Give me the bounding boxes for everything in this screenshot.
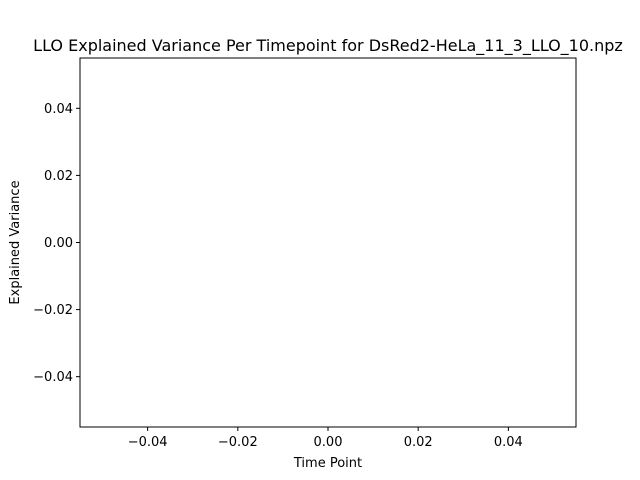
x-axis-ticks: −0.04 −0.02 0.00 0.02 0.04 xyxy=(128,427,523,450)
x-tick-label: −0.02 xyxy=(218,435,258,450)
x-tick-label: −0.04 xyxy=(128,435,168,450)
y-axis-label: Explained Variance xyxy=(8,180,23,304)
x-tick-label: 0.00 xyxy=(314,435,343,450)
y-tick-label: 0.00 xyxy=(44,236,73,251)
chart-title: LLO Explained Variance Per Timepoint for… xyxy=(33,36,623,56)
y-tick-label: 0.02 xyxy=(44,169,73,184)
x-axis-label: Time Point xyxy=(293,456,362,471)
y-axis-ticks: −0.04 −0.02 0.00 0.02 0.04 xyxy=(33,102,80,385)
plot-area xyxy=(79,57,577,428)
x-tick-label: 0.04 xyxy=(494,435,523,450)
y-tick-label: −0.04 xyxy=(33,370,73,385)
y-tick-label: 0.04 xyxy=(44,102,73,117)
x-tick-label: 0.02 xyxy=(404,435,433,450)
y-tick-label: −0.02 xyxy=(33,303,73,318)
